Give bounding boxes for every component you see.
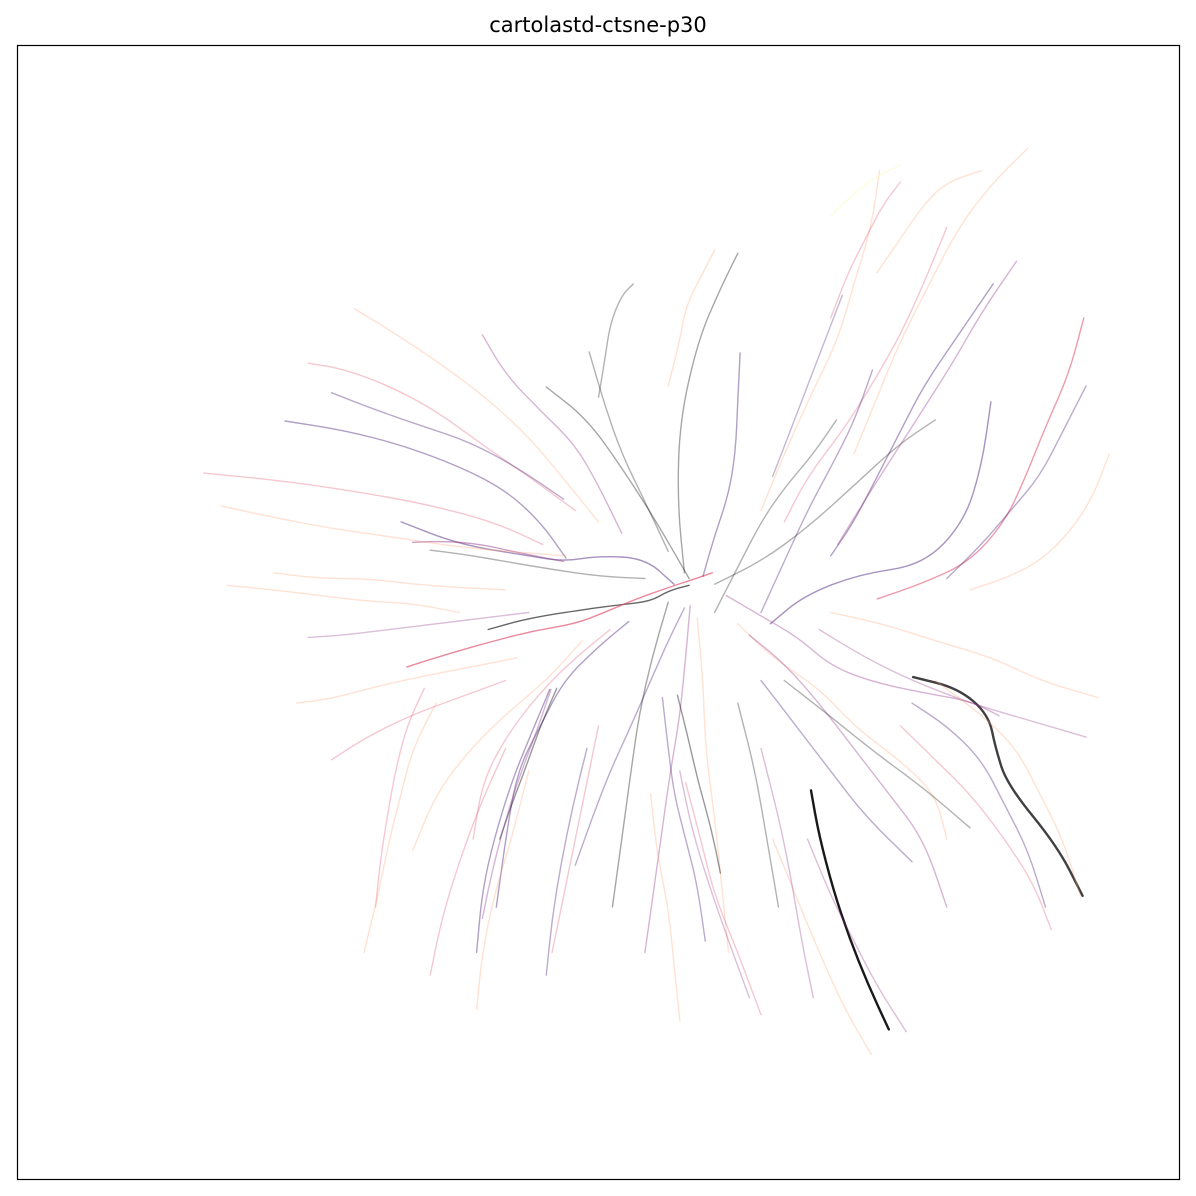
trajectory-line-64 (545, 747, 588, 976)
trajectory-line-6 (588, 351, 669, 552)
trajectory-line-45 (853, 147, 1029, 455)
trajectory-line-71 (876, 169, 983, 274)
trajectory-line-32 (676, 694, 722, 874)
trajectory-line-35 (650, 793, 681, 1022)
trajectory-line-62 (771, 838, 872, 1056)
trajectory-line-24 (472, 628, 611, 840)
trajectory-line-37 (783, 679, 971, 829)
trajectory-line-72 (830, 181, 902, 319)
trajectory-line-0 (809, 789, 890, 1031)
trajectory-line-15 (702, 352, 741, 577)
trajectory-line-46 (760, 369, 874, 614)
trajectory-line-9 (400, 521, 675, 585)
trajectory-line-12 (284, 420, 567, 559)
trajectory-line-19 (574, 607, 686, 866)
trajectory-line-42 (837, 260, 1018, 546)
trajectory-line-61 (806, 838, 907, 1033)
trajectory-line-60 (934, 679, 1081, 897)
axes-frame (16, 44, 1181, 1181)
trajectory-line-28 (475, 688, 551, 954)
trajectory-line-48 (481, 334, 623, 534)
trajectory-line-57 (667, 249, 716, 387)
trajectory-line-55 (330, 679, 507, 761)
trajectory-line-33 (679, 770, 751, 999)
trajectory-line-14 (220, 505, 567, 557)
trajectory-line-4 (545, 386, 690, 580)
trajectory-line-51 (330, 392, 565, 500)
trajectory-line-31 (661, 696, 706, 942)
trajectory-line-26 (499, 687, 558, 840)
trajectory-line-52 (272, 572, 507, 591)
trajectory-line-13 (203, 472, 544, 546)
trajectory-line-66 (429, 747, 507, 976)
trajectory-line-30 (363, 702, 437, 954)
trajectory-line-27 (481, 688, 552, 920)
trajectory-lines (203, 147, 1110, 1056)
trajectory-line-49 (354, 308, 600, 523)
trajectory-line-29 (374, 687, 425, 908)
trajectory-line-74 (771, 294, 843, 478)
trajectory-line-3 (677, 252, 739, 574)
trajectory-line-38 (818, 628, 1087, 738)
trajectory-line-53 (307, 611, 530, 639)
trajectory-line-7 (429, 549, 646, 580)
trajectory-line-58 (899, 725, 1052, 931)
trajectory-line-39 (830, 611, 1099, 699)
trajectory-line-68 (737, 702, 780, 908)
trajectory-line-17 (737, 623, 948, 840)
trajectory-line-34 (684, 781, 762, 1016)
trajectory-line-44 (760, 169, 881, 512)
trajectory-line-47 (713, 419, 838, 614)
trajectory-line-43 (783, 226, 948, 523)
trajectory-line-10 (412, 540, 565, 563)
trajectory-line-63 (551, 725, 600, 954)
trajectory-line-8 (769, 401, 992, 625)
trajectory-line-11 (406, 572, 713, 668)
trajectory-line-22 (696, 617, 730, 954)
trajectory-line-20 (644, 605, 691, 954)
trajectory-line-40 (876, 317, 1085, 600)
trajectory-line-16 (725, 594, 1000, 717)
trajectory-line-75 (226, 584, 460, 614)
trajectory-line-25 (412, 640, 583, 852)
trajectory-line-73 (830, 164, 902, 217)
trajectory-line-65 (475, 770, 530, 1010)
trajectory-line-67 (760, 747, 814, 999)
trajectory-line-69 (969, 453, 1110, 591)
trajectory-line-18 (748, 634, 948, 908)
trajectory-line-70 (946, 385, 1087, 580)
trajectory-line-56 (597, 283, 634, 398)
trajectory-line-1 (911, 675, 1084, 897)
trajectory-line-5 (713, 419, 936, 585)
trajectory-line-21 (611, 601, 669, 908)
chart-title: cartolastd-ctsne-p30 (489, 13, 707, 37)
trajectory-line-36 (760, 679, 913, 863)
trajectory-line-23 (495, 620, 630, 908)
trajectory-line-50 (307, 362, 576, 512)
trajectory-line-41 (830, 283, 994, 557)
trajectory-line-59 (911, 702, 1047, 908)
trajectory-line-54 (295, 657, 518, 704)
trajectory-line-2 (487, 584, 690, 631)
